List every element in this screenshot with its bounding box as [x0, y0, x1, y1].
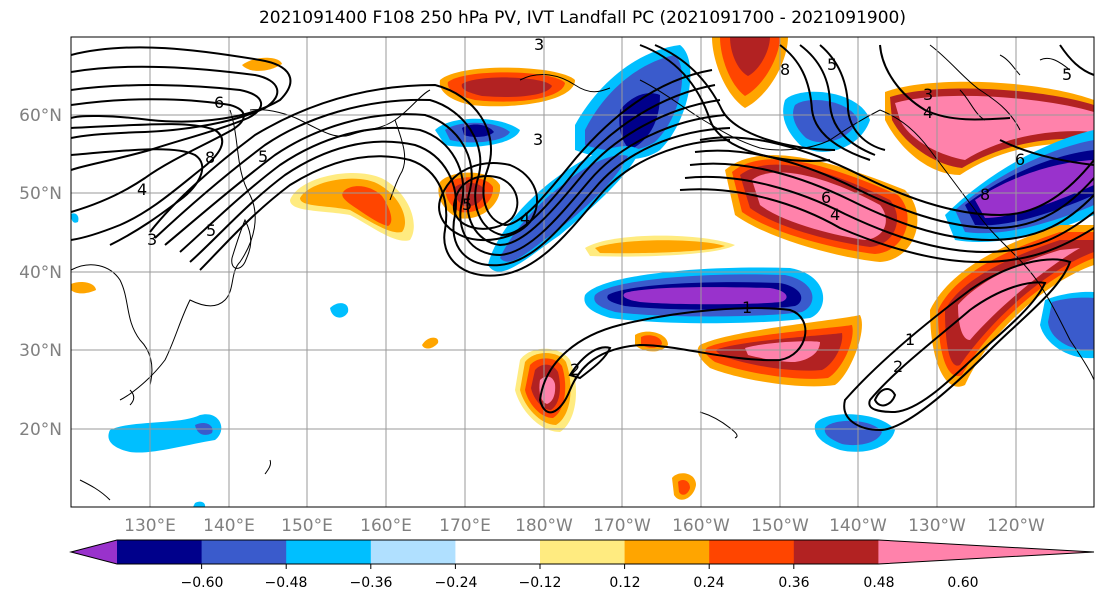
contour-label: 1 [905, 330, 915, 349]
contour-label: 6 [214, 93, 224, 112]
contour-label: 3 [533, 130, 543, 149]
colorbar-tick-label: 0.60 [947, 575, 978, 591]
contour-labels: 6 8 5 4 3 5 4 3 3 6 4 5 8 5 3 4 6 8 1 2 … [137, 35, 1072, 379]
colorbar-tick-label: −0.36 [350, 575, 393, 591]
contour-label: 5 [258, 147, 268, 166]
contour-label: 6 [821, 188, 831, 207]
colorbar-tick-label: −0.48 [265, 575, 308, 591]
lat-label-50n: 50°N [19, 184, 62, 204]
colorbar-swatch [624, 540, 710, 564]
colorbar-extend-high [878, 540, 1094, 564]
colorbar-swatch [709, 540, 795, 564]
lon-label: 160°E [360, 516, 412, 536]
colorbar-swatch [455, 540, 541, 564]
contour-label: 3 [923, 85, 933, 104]
colorbar [69, 539, 1095, 569]
colorbar-outline [69, 539, 1095, 565]
colorbar-tick-label: 0.24 [693, 575, 724, 591]
contour-label: 4 [830, 205, 840, 224]
longitude-labels: 130°E 140°E 150°E 160°E 170°E 180°W 170°… [124, 516, 1045, 536]
contour-label: 8 [980, 185, 990, 204]
lon-label: 170°W [593, 516, 651, 536]
colorbar-swatch [201, 540, 287, 564]
lon-label: 120°W [987, 516, 1045, 536]
map-content: 6 8 5 4 3 5 4 3 3 6 4 5 8 5 3 4 6 8 1 2 … [71, 35, 1094, 507]
colorbar-tick-label: 0.48 [863, 575, 894, 591]
contour-label: 8 [780, 60, 790, 79]
lat-label-60n: 60°N [19, 106, 62, 126]
colorbar-extend-low [71, 540, 117, 564]
latitude-labels: 60°N 50°N 40°N 30°N 20°N [19, 106, 62, 440]
contour-label: 5 [827, 55, 837, 74]
lon-label: 150°E [281, 516, 333, 536]
colorbar-tick-label: −0.24 [435, 575, 478, 591]
colorbar-swatch [540, 540, 626, 564]
contour-label: 6 [1015, 150, 1025, 169]
colorbar-tick-label: 0.36 [778, 575, 809, 591]
contour-label: 4 [137, 180, 147, 199]
map-frame [70, 36, 1095, 508]
lat-label-20n: 20°N [19, 420, 62, 440]
lon-label: 130°E [124, 516, 176, 536]
lon-label: 170°E [439, 516, 491, 536]
colorbar-tick-label: −0.60 [181, 575, 224, 591]
contour-label: 2 [893, 357, 903, 376]
map-title: 2021091400 F108 250 hPa PV, IVT Landfall… [258, 8, 906, 28]
contour-label: 3 [534, 35, 544, 54]
lon-label: 160°W [672, 516, 730, 536]
contour-label: 2 [570, 360, 580, 379]
colorbar-swatch [286, 540, 372, 564]
contour-label: 5 [462, 195, 472, 214]
contour-label: 4 [520, 209, 530, 228]
contour-label: 3 [147, 230, 157, 249]
contour-label: 5 [1062, 65, 1072, 84]
lat-label-30n: 30°N [19, 341, 62, 361]
lon-label: 180°W [515, 516, 573, 536]
colorbar-swatch [117, 540, 203, 564]
lon-label: 130°W [908, 516, 966, 536]
coastlines [71, 44, 1094, 501]
lon-label: 140°E [203, 516, 255, 536]
lat-label-40n: 40°N [19, 263, 62, 283]
lon-label: 150°W [751, 516, 809, 536]
contour-label: 4 [923, 103, 933, 122]
colorbar-swatch [370, 540, 456, 564]
contour-label: 5 [206, 221, 216, 240]
lon-label: 140°W [829, 516, 887, 536]
ivt-contours [71, 44, 1094, 432]
colorbar-tick-label: −0.12 [519, 575, 562, 591]
colorbar-tick-label: 0.12 [609, 575, 640, 591]
contour-label: 8 [205, 148, 215, 167]
colorbar-swatch [793, 540, 879, 564]
contour-label: 1 [742, 298, 752, 317]
colorbar-tick-labels: −0.60 −0.48 −0.36 −0.24 −0.12 0.12 0.24 … [181, 575, 979, 591]
